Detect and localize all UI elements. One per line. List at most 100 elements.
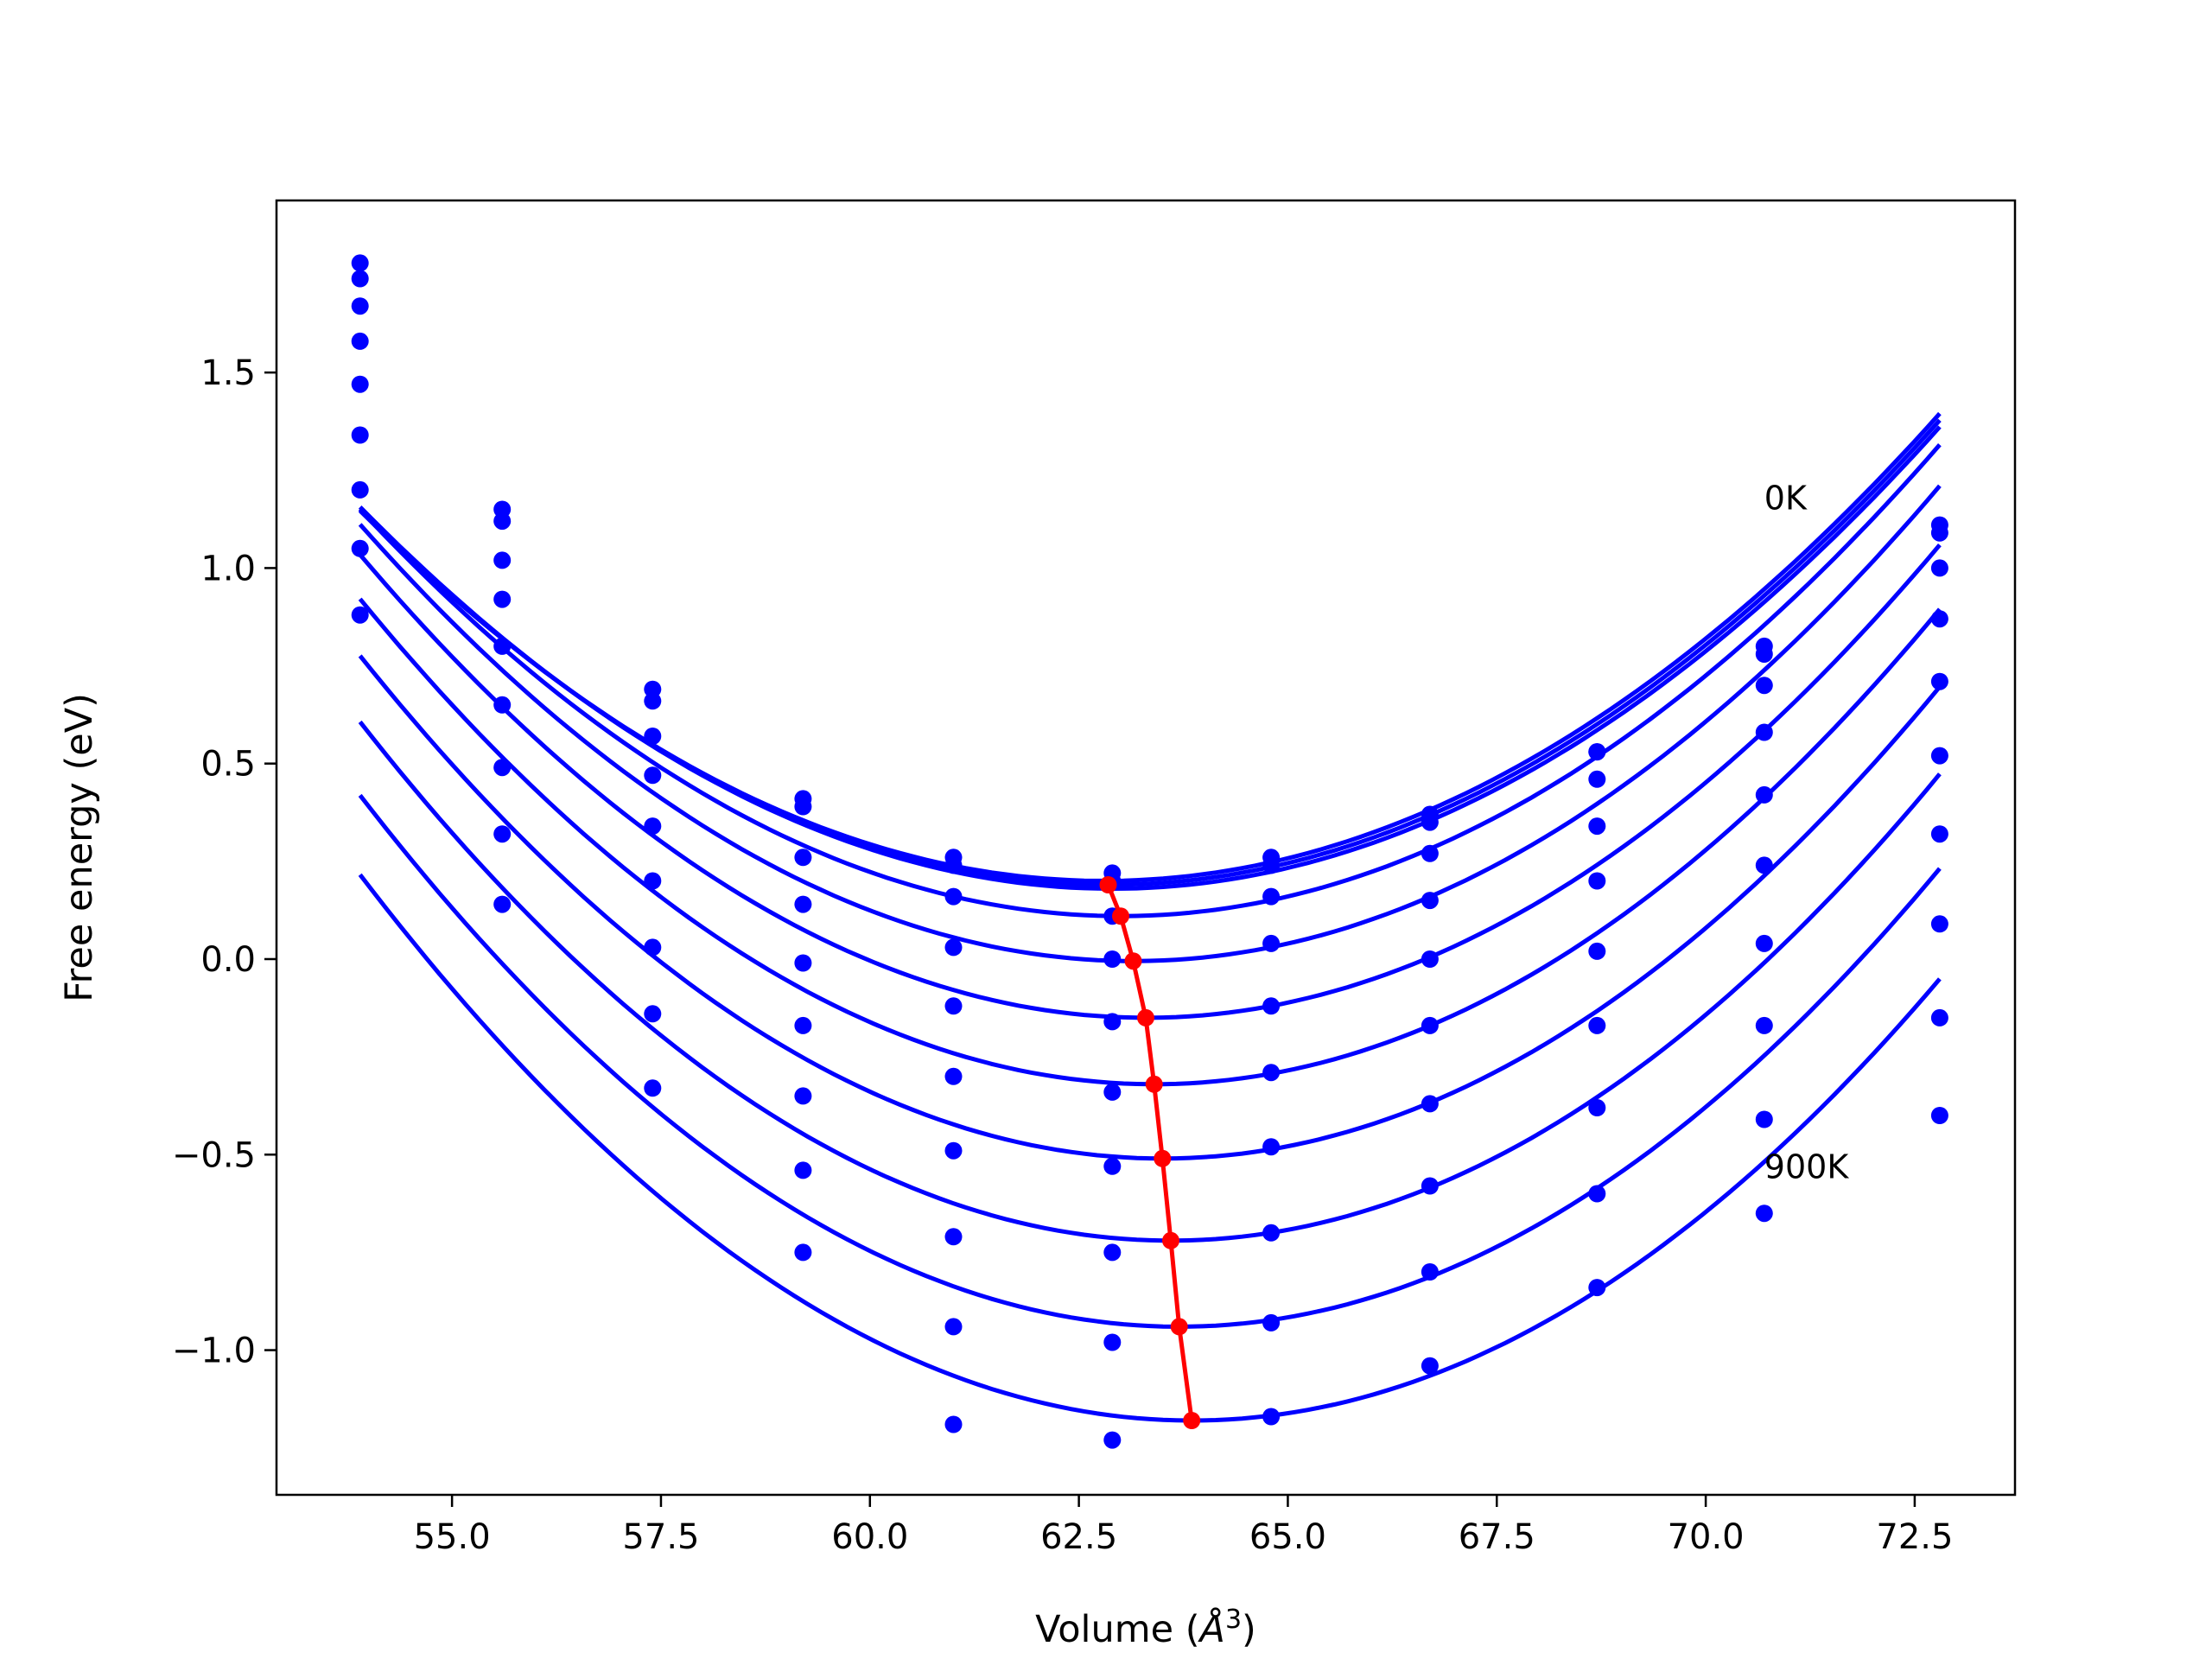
data-point-1-1 [493, 512, 512, 531]
data-point-8-3 [794, 1243, 812, 1262]
data-point-2-10 [1930, 559, 1948, 577]
data-point-9-8 [1588, 1279, 1606, 1297]
data-point-9-9 [1755, 1205, 1773, 1223]
annotations-layer: 0K 900K [1764, 480, 1850, 1186]
fitted-curve-8 [358, 720, 1942, 1243]
data-point-3-0 [351, 332, 369, 350]
data-point-7-9 [1755, 1016, 1773, 1034]
data-point-7-6 [1262, 1224, 1281, 1242]
data-point-5-4 [944, 1067, 963, 1085]
data-point-3-3 [794, 895, 812, 913]
data-point-2-7 [1421, 844, 1439, 862]
minimum-point-4 [1145, 1075, 1163, 1093]
data-point-1-2 [644, 692, 662, 710]
data-point-7-3 [794, 1161, 812, 1179]
data-point-7-0 [351, 539, 369, 557]
data-point-5-3 [794, 1016, 812, 1034]
data-point-1-0 [351, 270, 369, 288]
data-point-2-9 [1755, 677, 1773, 695]
data-point-4-4 [944, 997, 963, 1015]
data-point-3-1 [493, 590, 512, 608]
data-point-6-9 [1755, 934, 1773, 952]
minimum-point-6 [1162, 1231, 1179, 1249]
data-point-3-8 [1588, 817, 1606, 836]
data-point-0-0 [351, 254, 369, 272]
plot-frame [275, 199, 2017, 1497]
x-axis-title-exponent: 3 [1225, 1605, 1242, 1635]
data-point-5-0 [351, 426, 369, 444]
x-tick-label-3: 62.5 [1040, 1517, 1117, 1557]
data-point-5-5 [1103, 1083, 1122, 1101]
data-point-1-8 [1588, 743, 1606, 761]
data-point-7-10 [1930, 915, 1948, 933]
fitted-curve-4 [358, 484, 1942, 963]
data-point-8-8 [1588, 1185, 1606, 1203]
data-point-8-1 [493, 895, 512, 913]
x-tick-label-0: 55.0 [414, 1517, 491, 1557]
data-point-4-1 [493, 637, 512, 655]
data-point-8-2 [644, 1079, 662, 1097]
data-point-9-10 [1930, 1107, 1948, 1124]
data-point-7-4 [944, 1228, 963, 1246]
data-point-7-5 [1103, 1243, 1122, 1262]
data-point-4-3 [794, 954, 812, 972]
y-tick-label-3: 0.0 [200, 940, 256, 980]
minimum-point-2 [1124, 952, 1142, 970]
data-point-5-9 [1755, 856, 1773, 874]
data-point-1-7 [1421, 813, 1439, 831]
annotation-0: 0K [1764, 480, 1808, 518]
data-point-2-6 [1262, 887, 1281, 906]
data-point-2-1 [493, 551, 512, 569]
data-point-1-3 [794, 798, 812, 816]
data-point-1-4 [944, 856, 963, 874]
fitted-curve-10 [358, 873, 1942, 1423]
x-tick-label-5: 67.5 [1459, 1517, 1535, 1557]
fitted-curve-7 [358, 654, 1942, 1161]
data-point-4-6 [1262, 997, 1281, 1015]
data-point-1-10 [1930, 524, 1948, 542]
data-point-2-8 [1588, 770, 1606, 788]
data-point-2-4 [944, 887, 963, 906]
data-point-9-7 [1421, 1357, 1439, 1375]
data-point-7-1 [493, 825, 512, 843]
data-point-8-6 [1262, 1313, 1281, 1332]
data-point-3-10 [1930, 610, 1948, 628]
minimum-point-0 [1099, 876, 1117, 893]
data-point-2-3 [794, 849, 812, 867]
data-point-4-0 [351, 375, 369, 393]
data-points-layer [351, 254, 1948, 1449]
data-point-3-6 [1262, 934, 1281, 952]
data-point-6-3 [794, 1087, 812, 1105]
y-tick-label-1: 1.0 [200, 549, 256, 588]
data-point-8-4 [944, 1318, 963, 1336]
data-point-9-5 [1103, 1431, 1122, 1449]
data-point-6-6 [1262, 1138, 1281, 1156]
data-point-6-5 [1103, 1157, 1122, 1175]
data-point-3-9 [1755, 723, 1773, 741]
data-point-3-7 [1421, 892, 1439, 910]
x-tick-label-4: 65.0 [1249, 1517, 1326, 1557]
data-point-5-2 [644, 872, 662, 890]
minimum-line-layer [1099, 876, 1201, 1429]
annotation-1: 900K [1764, 1147, 1850, 1185]
data-point-1-6 [1262, 856, 1281, 874]
data-point-8-9 [1755, 1110, 1773, 1128]
y-tick-label-0: 1.5 [200, 353, 256, 393]
data-point-7-8 [1588, 1099, 1606, 1116]
data-point-9-6 [1262, 1408, 1281, 1426]
data-point-8-10 [1930, 1008, 1948, 1027]
fitted-curve-3 [358, 443, 1942, 918]
data-point-4-2 [644, 817, 662, 836]
data-point-5-8 [1588, 942, 1606, 960]
data-point-6-4 [944, 1141, 963, 1160]
data-point-5-10 [1930, 747, 1948, 765]
data-point-5-7 [1421, 1016, 1439, 1034]
data-point-1-9 [1755, 645, 1773, 663]
data-point-4-9 [1755, 785, 1773, 804]
x-axis-title-suffix: ) [1242, 1608, 1256, 1651]
data-point-8-5 [1103, 1333, 1122, 1351]
y-axis-title: Free energy (eV) [58, 693, 101, 1002]
data-point-3-4 [944, 938, 963, 957]
